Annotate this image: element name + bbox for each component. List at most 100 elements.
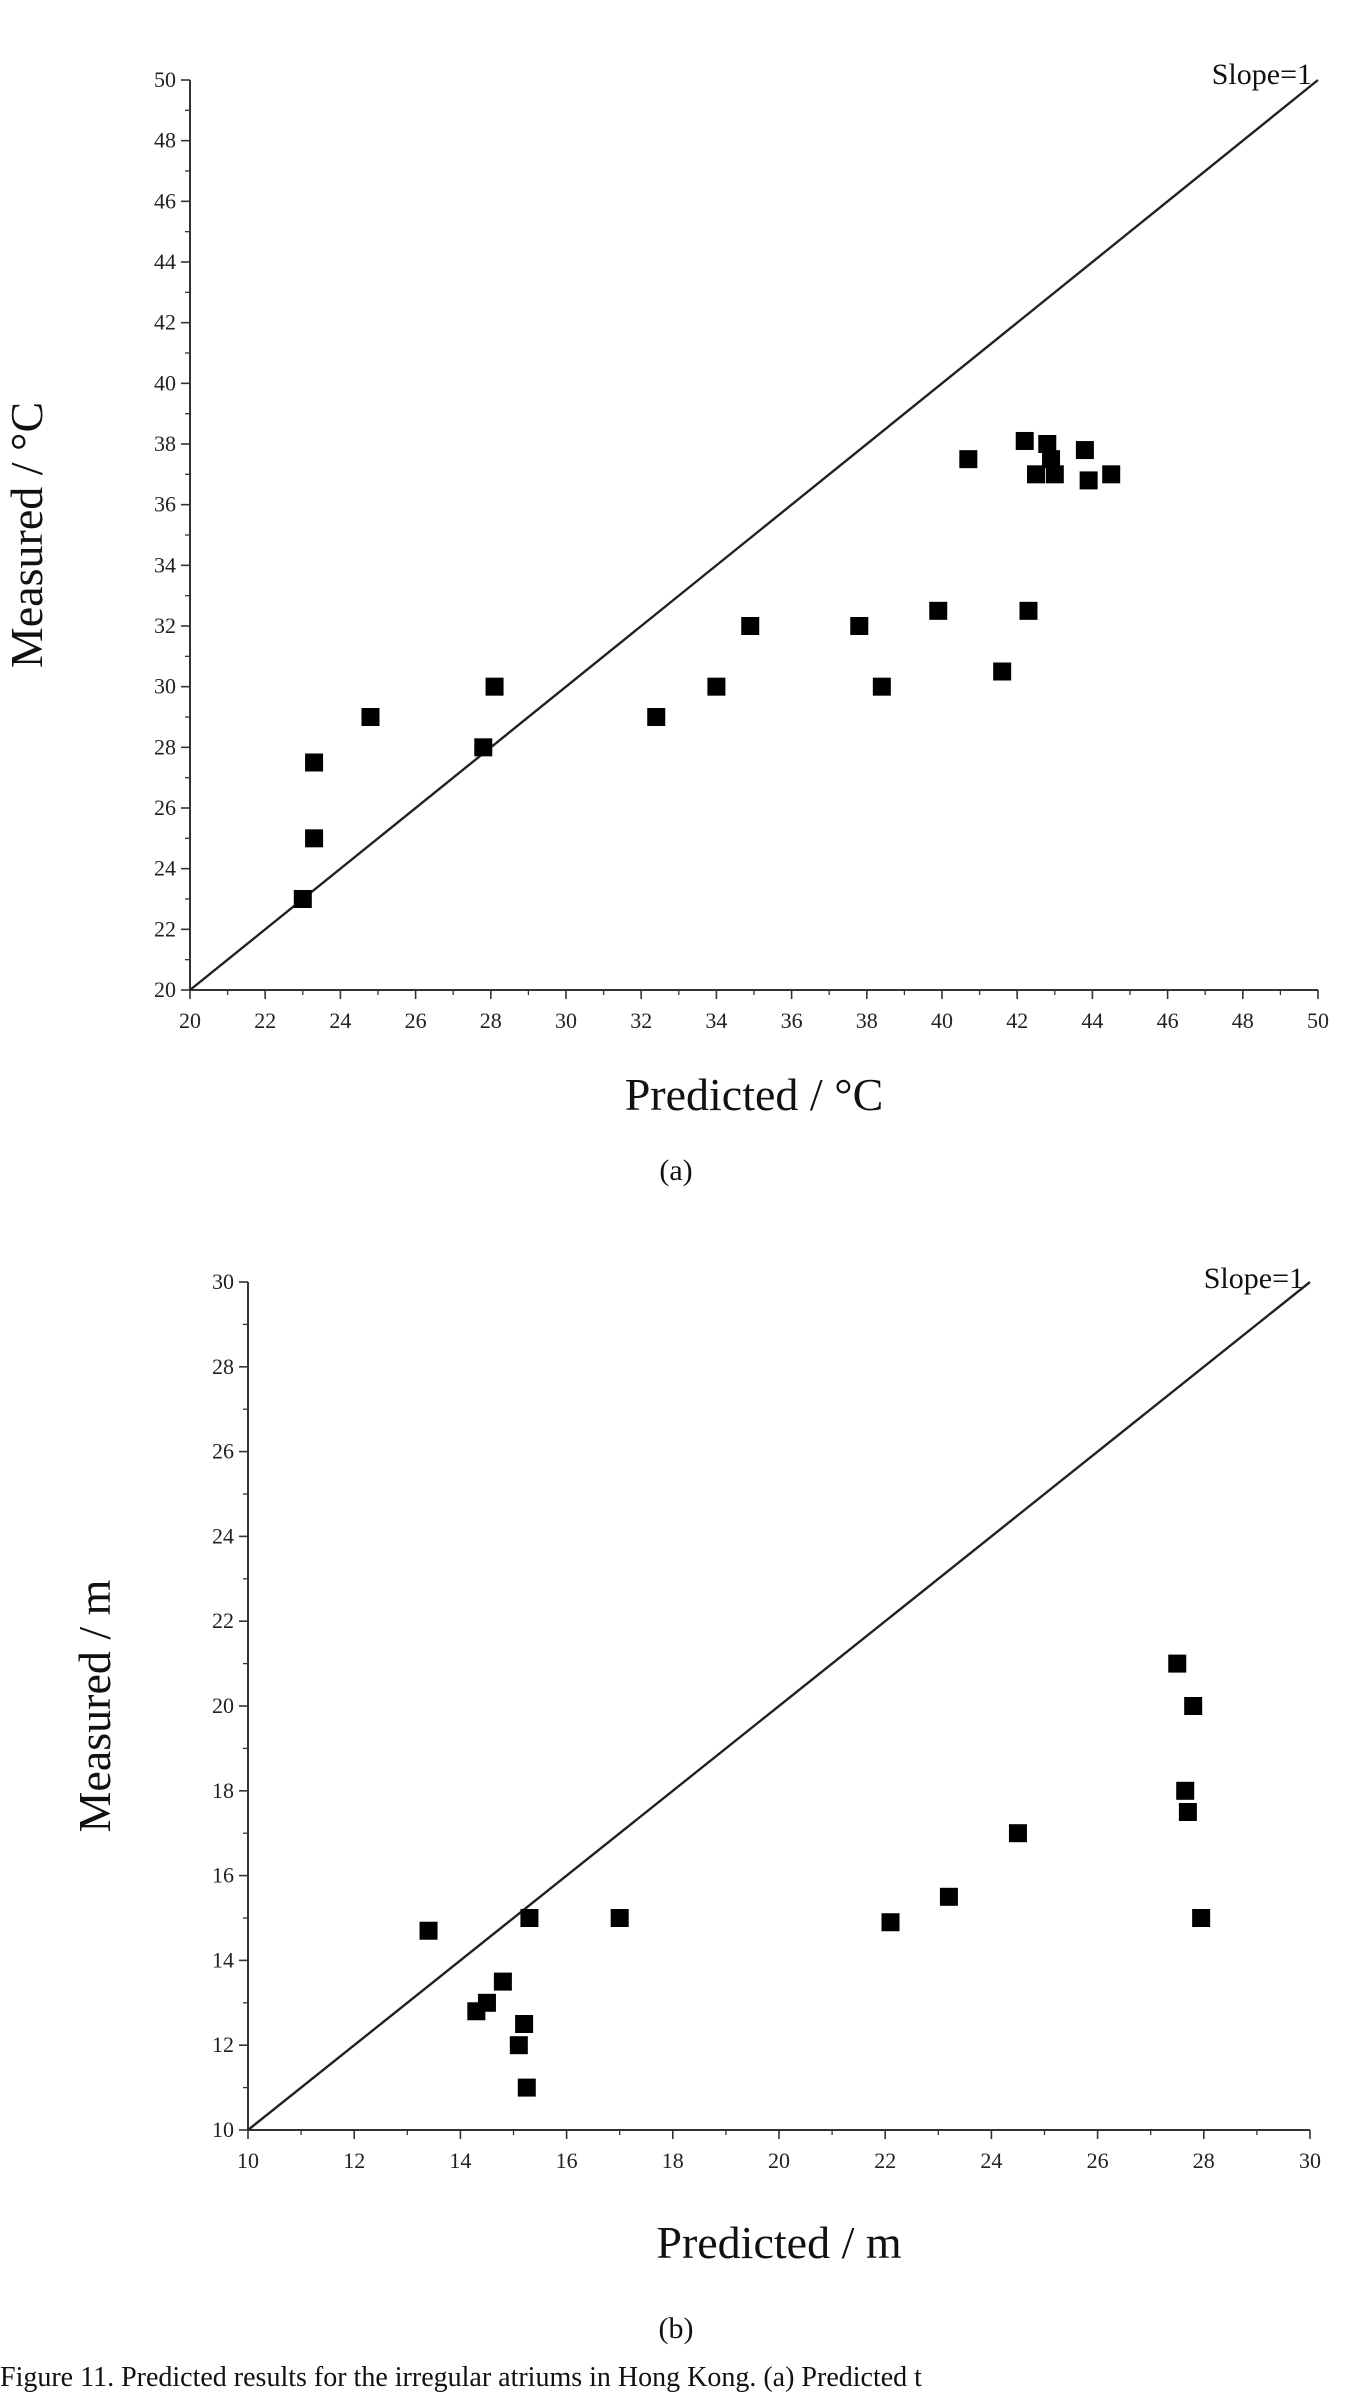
data-point [881, 1913, 900, 1932]
panel-label-b: (b) [659, 2312, 694, 2345]
slope-reference-line [247, 1281, 1311, 2131]
y-tick-label: 42 [154, 310, 176, 335]
y-tick-label: 26 [212, 1439, 234, 1464]
data-point [647, 708, 666, 726]
data-point [509, 2036, 528, 2055]
slope-label: Slope=1 [1204, 1262, 1304, 1295]
y-tick-label: 32 [154, 613, 176, 638]
x-tick-label: 42 [1006, 1008, 1028, 1033]
y-axis-title: Measured / m [69, 1579, 120, 1832]
x-tick-label: 50 [1307, 1008, 1329, 1033]
data-point [1038, 435, 1057, 453]
y-tick-label: 40 [154, 370, 176, 395]
x-axis-title: Predicted / m [656, 2217, 901, 2268]
data-point [1178, 1803, 1197, 1821]
y-tick-label: 30 [154, 674, 176, 699]
data-point [305, 829, 324, 848]
data-point [959, 450, 978, 469]
y-tick-label: 50 [154, 67, 176, 92]
data-point [1079, 471, 1098, 490]
y-tick-label: 30 [212, 1269, 234, 1294]
data-point [477, 1993, 496, 2012]
data-point [1019, 601, 1038, 620]
x-tick-label: 48 [1232, 1008, 1254, 1033]
data-point [872, 677, 891, 696]
x-axis-title: Predicted / °C [625, 1069, 884, 1120]
data-point [1015, 431, 1034, 450]
data-point [493, 1972, 512, 1991]
y-tick-label: 18 [212, 1778, 234, 1803]
y-tick-label: 22 [212, 1608, 234, 1633]
x-tick-label: 24 [329, 1008, 351, 1033]
data-point [1027, 465, 1045, 484]
data-point [741, 617, 760, 635]
data-point [850, 617, 869, 635]
chart-a-scatter: 20 22 24 26 28 30 32 34 36 38 40 42 44 46 48 50 20 22 24 26… [1, 58, 1329, 1120]
data-point [293, 890, 312, 908]
data-point [610, 1909, 629, 1927]
y-tick-label: 10 [212, 2117, 234, 2142]
x-tick-label: 22 [254, 1008, 276, 1033]
figure-caption: Figure 11. Predicted results for the irr… [0, 2362, 922, 2392]
y-tick-label: 16 [212, 1863, 234, 1888]
y-tick-label: 48 [154, 128, 176, 153]
x-tick-label: 44 [1081, 1008, 1103, 1033]
x-tick-label: 36 [781, 1008, 803, 1033]
x-tick-label: 32 [630, 1008, 652, 1033]
data-point [1176, 1781, 1195, 1800]
x-tick-label: 20 [179, 1008, 201, 1033]
x-tick-label: 14 [449, 2148, 471, 2173]
data-point [517, 2078, 536, 2097]
slope-label: Slope=1 [1212, 58, 1312, 91]
data-point [939, 1887, 958, 1906]
y-tick-label: 22 [154, 916, 176, 941]
data-point [485, 677, 504, 696]
y-tick-label: 34 [154, 552, 176, 577]
data-point [474, 738, 493, 757]
x-tick-label: 28 [480, 1008, 502, 1033]
x-tick-label: 26 [1087, 2148, 1109, 2173]
data-point [1075, 441, 1094, 460]
y-tick-label: 26 [154, 795, 176, 820]
data-point [419, 1921, 438, 1940]
x-tick-label: 40 [931, 1008, 953, 1033]
x-tick-label: 20 [768, 2148, 790, 2173]
y-axis-title: Measured / °C [1, 402, 52, 668]
x-tick-label: 24 [980, 2148, 1002, 2173]
data-point [1045, 465, 1064, 484]
x-tick-label: 26 [405, 1008, 427, 1033]
y-tick-label: 38 [154, 431, 176, 456]
y-tick-label: 28 [154, 734, 176, 759]
data-point [305, 753, 324, 772]
y-tick-label: 36 [154, 492, 176, 517]
data-point [1168, 1654, 1187, 1673]
x-tick-label: 30 [1299, 2148, 1321, 2173]
y-tick-label: 14 [212, 1947, 234, 1972]
chart-b-scatter: 10 12 14 16 18 20 22 24 26 28 30 10 12 14 16 18 20 22 24 26… [69, 1262, 1321, 2268]
x-tick-label: 12 [343, 2148, 365, 2173]
x-tick-label: 38 [856, 1008, 878, 1033]
data-point [1102, 465, 1121, 484]
slope-reference-line [189, 79, 1319, 991]
panel-label-a: (a) [659, 1154, 692, 1187]
y-tick-label: 12 [212, 2032, 234, 2057]
data-point [1042, 450, 1061, 469]
data-point [1192, 1909, 1211, 1927]
y-tick-label: 20 [154, 977, 176, 1002]
data-point [361, 708, 380, 726]
data-point [1184, 1697, 1203, 1715]
x-tick-label: 46 [1157, 1008, 1179, 1033]
y-tick-label: 24 [154, 856, 176, 881]
x-tick-label: 30 [555, 1008, 577, 1033]
x-tick-label: 34 [705, 1008, 727, 1033]
data-point [515, 2015, 534, 2033]
data-point [993, 662, 1012, 681]
x-tick-label: 18 [662, 2148, 684, 2173]
data-point [520, 1909, 539, 1927]
x-tick-label: 16 [556, 2148, 578, 2173]
y-tick-label: 46 [154, 188, 176, 213]
y-tick-label: 44 [154, 249, 176, 274]
x-tick-label: 10 [237, 2148, 259, 2173]
y-tick-label: 28 [212, 1354, 234, 1379]
